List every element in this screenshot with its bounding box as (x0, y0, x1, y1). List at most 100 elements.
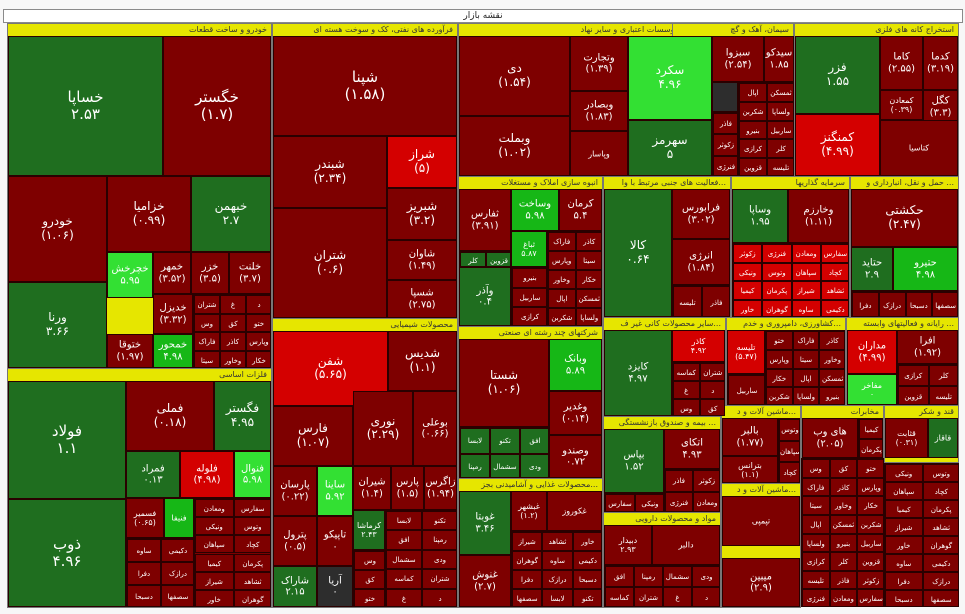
small-tile-label[interactable]: ثشاهد (922, 518, 958, 536)
small-tile-label[interactable]: دسبحا (572, 570, 601, 589)
tile-shiran[interactable]: شیران (۱.۴) (353, 466, 391, 510)
small-tile-label[interactable]: ومعادن (791, 244, 821, 263)
tile-chem-small-group-2[interactable]: وس کق ختو (353, 550, 385, 607)
small-tile-label[interactable]: لابسا (542, 589, 573, 606)
small-tile-label[interactable]: د (692, 587, 719, 606)
tile-finaux-small-group[interactable]: تلیسه فاذر (672, 285, 730, 317)
tile-ktasia[interactable]: کتاسیا (880, 120, 958, 176)
small-tile-label[interactable]: کلر (928, 365, 957, 386)
tile-kama[interactable]: کاما (۲.۵۵) (880, 36, 923, 90)
small-tile-label[interactable]: بنیرو (829, 533, 858, 553)
tile-telecom-small-group[interactable]: کیمیا پکرمان (858, 418, 883, 458)
tile-kaniz[interactable]: کایزد ۴.۹۷ (604, 330, 672, 416)
tile-anerji[interactable]: انرژی (۱.۸۴) (672, 239, 730, 285)
tile-dalber[interactable]: دالبر (652, 525, 720, 565)
tile-fegostar[interactable]: فگستر ۴.۹۵ (214, 381, 271, 451)
tile-bapas[interactable]: بپاس ۱.۵۲ (604, 429, 664, 493)
small-tile-label[interactable]: دکیمی (820, 299, 848, 316)
small-tile-label[interactable]: وتوس (762, 262, 792, 281)
small-tile-label[interactable]: کق (829, 459, 858, 478)
small-tile-label[interactable]: فنرژی (665, 491, 693, 511)
small-tile-label[interactable]: سیتا (194, 350, 220, 367)
tile-fenifa[interactable]: فنیفا (164, 498, 194, 538)
small-tile-label[interactable]: سپاهان (885, 482, 923, 500)
tile-insurance-small[interactable]: سفارس ونیکی (604, 493, 664, 512)
tile-fazar[interactable]: فزر ۱.۵۵ (795, 36, 880, 114)
tile-sheraz[interactable]: شراز (۵) (387, 136, 457, 188)
small-tile-label[interactable]: دسبحا (905, 292, 933, 316)
tile-foleh[interactable]: فلوله (۴.۹۸) (180, 451, 234, 498)
small-tile-label[interactable]: شیراز (885, 518, 923, 536)
small-tile-label[interactable]: ولساپا (802, 533, 830, 553)
tile-sidko[interactable]: سیدکو ۱.۸۵ (764, 36, 794, 82)
small-tile-label[interactable]: رمپنا (460, 453, 490, 477)
small-tile-label[interactable]: ومعادن (693, 491, 719, 511)
small-tile-label[interactable]: وتوس (922, 464, 958, 482)
small-tile-label[interactable]: سشمال (386, 549, 422, 570)
small-tile-label[interactable]: سپاهان (791, 262, 821, 281)
tile-shebandar[interactable]: شبندر (۲.۳۴) (273, 136, 387, 208)
small-tile-label[interactable]: بنیرو (819, 387, 844, 404)
small-tile-label[interactable]: افق (386, 530, 422, 550)
small-tile-label[interactable]: شکربن (857, 514, 883, 534)
small-tile-label[interactable]: کیمیا (733, 281, 763, 300)
small-tile-label[interactable]: وپارس (548, 251, 576, 270)
tile-cement-small-group-2[interactable]: فاذر زکوثر فنرژی (712, 112, 738, 176)
tile-pars[interactable]: پارس (۱.۵) (391, 466, 424, 510)
small-tile-label[interactable]: زکوثر (713, 134, 737, 156)
small-tile-label[interactable]: ساوه (885, 554, 923, 572)
tile-ghasem[interactable]: قثابت (۰.۳۱) (885, 418, 928, 458)
small-tile-label[interactable]: کلر (460, 252, 486, 266)
tile-vghadir[interactable]: وغدیر (۰.۱۴) (549, 391, 602, 435)
small-tile-label[interactable]: دکیمی (161, 539, 193, 562)
tile-hkeshti[interactable]: حکشتی (۲.۴۷) (851, 189, 958, 247)
tile-shesepa[interactable]: شسپا (۲.۷۵) (387, 280, 457, 318)
small-tile-label[interactable]: غ (663, 587, 692, 606)
small-tile-label[interactable]: دفرا (852, 292, 879, 316)
tile-auto-small-group[interactable]: شتران غ د وس کق ختو فاراک کاذر وپارس سیتا وخاور خکا… (193, 294, 271, 368)
tile-kheyhaman[interactable]: خبهمن ۲.۷ (191, 176, 271, 252)
small-tile-label[interactable]: کرازی (512, 307, 546, 325)
small-tile-label[interactable]: کلر (767, 139, 793, 159)
small-tile-label[interactable]: د (699, 381, 724, 399)
tile-nonmetal-small-group[interactable]: کماسه شتران غ د وس کق (672, 362, 725, 416)
small-tile-label[interactable]: افق (520, 428, 548, 454)
small-tile-label[interactable]: ساربیل (728, 375, 764, 404)
tile-chem-small-group[interactable]: لابسا تکنو افق رمپنا سشمال ودی کماسه شتران غ د (385, 510, 457, 607)
small-tile-label[interactable]: سصفها (512, 589, 543, 606)
small-tile-label[interactable]: کاذر (829, 477, 858, 497)
small-tile-label[interactable]: خکار (766, 368, 793, 388)
small-tile-label[interactable]: کق (354, 570, 384, 589)
small-tile-label[interactable]: دفرا (885, 572, 923, 590)
small-tile-label[interactable]: ومعادن (829, 589, 858, 606)
small-tile-label[interactable]: کماسه (673, 363, 700, 381)
small-tile-label[interactable]: قزوین (857, 552, 883, 571)
small-tile-label[interactable]: رمپنا (634, 566, 663, 587)
small-tile-label[interactable]: تکنو (490, 428, 520, 454)
tile-khsapa[interactable]: خساپا ۲.۵۳ (8, 36, 163, 176)
small-tile-label[interactable]: خاور (733, 299, 763, 316)
tile-vazar[interactable]: وآذر ۰.۴ (459, 267, 511, 326)
tile-khlent[interactable]: خلنت (۳.۷) (229, 252, 271, 294)
tile-multi-small[interactable]: لابسا تکنو افق رمپنا سشمال ودی (459, 427, 549, 478)
tile-vkharazm[interactable]: وخارزم (۱.۱۱) (788, 189, 849, 243)
tile-ghbeshahr[interactable]: غبشهر (۱.۲) (511, 491, 547, 531)
tile-afra[interactable]: افرا (۱.۹۲) (897, 330, 958, 364)
small-tile-label[interactable]: دکیمی (572, 551, 601, 570)
tile-tayped[interactable]: تپمپی (722, 496, 800, 546)
small-tile-label[interactable]: درازک (161, 562, 193, 585)
tile-balber[interactable]: بالبر (۱.۷۷) (722, 418, 778, 456)
tile-realestate-small[interactable]: کلر قزوین (459, 251, 511, 267)
tile-shepna[interactable]: شپنا (۱.۵۸) (273, 36, 457, 136)
small-tile-label[interactable]: خاور (885, 536, 923, 554)
tile-metals-small-group[interactable]: ومعادن سفارس ونیکی وتوس سپاهان کچاد کیمیا پکرما… (194, 498, 271, 607)
small-tile-label[interactable]: کاذر (575, 232, 601, 251)
small-tile-label[interactable]: ختو (246, 313, 270, 332)
small-tile-label[interactable]: سیتا (575, 251, 601, 270)
small-tile-label[interactable]: تلیسه (802, 570, 830, 590)
small-tile-label[interactable]: کچاد (779, 462, 799, 482)
small-tile-label[interactable]: غ (673, 381, 700, 399)
small-tile-label[interactable]: د (422, 588, 456, 606)
tile-cement-small-group[interactable]: اپال ثمسکن شکربن ولساپا بنیرو ساربیل کرازی کلر ق… (738, 82, 794, 176)
tile-realestate-small-group[interactable]: فاراک کاذر وپارس سیتا وخاور خکار اپال ثمسکن شکرب… (547, 231, 602, 326)
